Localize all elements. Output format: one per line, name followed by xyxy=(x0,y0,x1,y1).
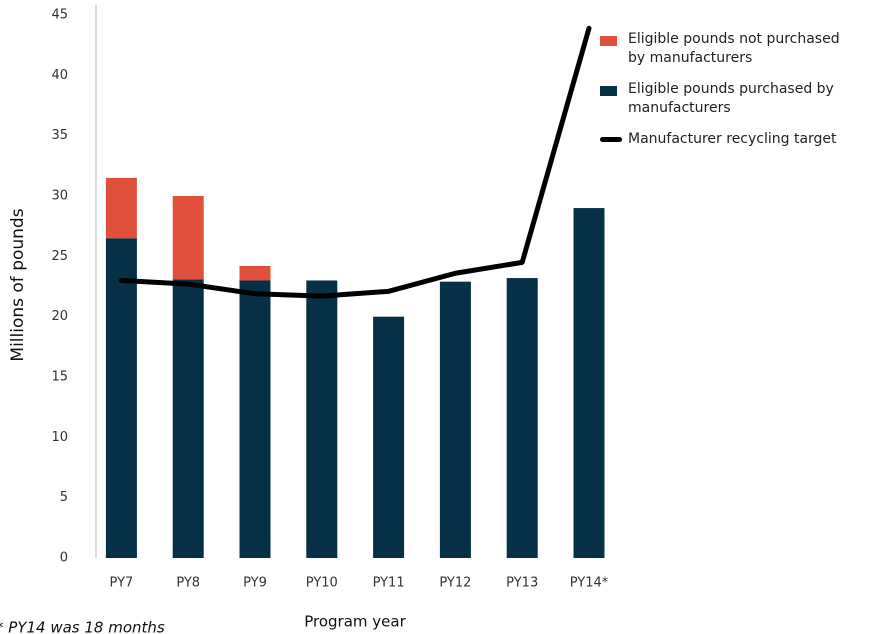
legend-swatch xyxy=(600,36,617,46)
footnote: * PY14 was 18 months xyxy=(0,619,165,634)
bar-segment xyxy=(172,279,204,558)
y-tick-label: 20 xyxy=(51,309,68,324)
x-tick-label: PY10 xyxy=(306,576,338,591)
bar-segment xyxy=(373,316,405,558)
bar-segment xyxy=(239,280,271,558)
bar-segment xyxy=(239,265,271,281)
y-tick-label: 10 xyxy=(51,430,68,445)
x-tick-label: PY9 xyxy=(243,576,267,591)
x-tick-label: PY7 xyxy=(110,576,134,591)
bar-segment xyxy=(105,177,137,239)
y-tick-label: 35 xyxy=(51,128,68,143)
y-tick-label: 30 xyxy=(51,189,68,204)
bar-segment xyxy=(439,281,471,558)
legend-label: Eligible pounds not purchased by manufac… xyxy=(628,31,840,66)
x-tick-label: PY11 xyxy=(373,576,405,591)
y-tick-label: 0 xyxy=(60,551,68,566)
bar-segment xyxy=(172,196,204,280)
legend-swatch xyxy=(600,86,617,96)
legend-item: Eligible pounds not purchased by manufac… xyxy=(600,30,870,68)
y-tick-label: 45 xyxy=(51,8,68,23)
legend-label: Manufacturer recycling target xyxy=(628,131,837,147)
target-line xyxy=(118,25,592,299)
x-axis-label: Program year xyxy=(304,613,406,631)
legend: Eligible pounds not purchased by manufac… xyxy=(600,30,870,161)
y-tick-label: 15 xyxy=(51,370,68,385)
y-axis-label: Millions of pounds xyxy=(8,208,28,361)
bar-segment xyxy=(573,208,605,559)
x-tick-label: PY13 xyxy=(506,576,538,591)
legend-item: Manufacturer recycling target xyxy=(600,130,870,149)
x-tick-label: PY12 xyxy=(439,576,471,591)
bar-segment xyxy=(306,280,338,558)
x-tick-label: PY8 xyxy=(176,576,200,591)
legend-swatch xyxy=(600,137,622,142)
legend-label: Eligible pounds purchased by manufacture… xyxy=(628,81,834,116)
bar-segment xyxy=(105,238,137,558)
x-tick-label: PY14* xyxy=(570,576,609,591)
bar-segment xyxy=(506,278,538,558)
y-tick-label: 40 xyxy=(51,68,68,83)
legend-item: Eligible pounds purchased by manufacture… xyxy=(600,80,870,118)
y-tick-label: 25 xyxy=(51,249,68,264)
y-tick-label: 5 xyxy=(60,490,68,505)
